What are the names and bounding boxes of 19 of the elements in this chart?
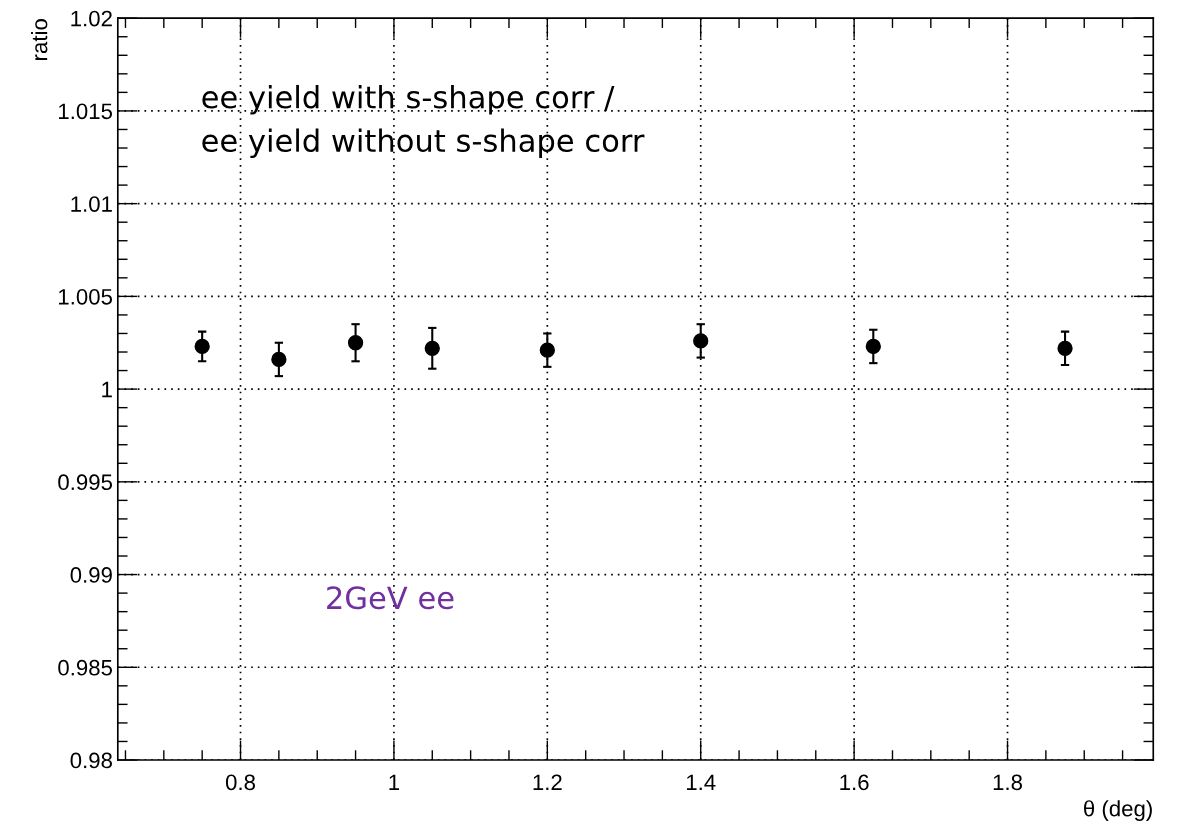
x-axis-title: θ (deg) [1084, 800, 1152, 821]
annotation: 2GeV ee [327, 586, 454, 610]
y-tick-label: 0.995 [58, 474, 113, 491]
y-tick-label: 0.98 [70, 752, 112, 769]
x-tick-label: 1.4 [686, 774, 716, 791]
x-tick-label: 1.8 [993, 774, 1023, 791]
y-tick-label: 1.015 [59, 103, 113, 120]
x-tick-label: 1.6 [840, 774, 869, 791]
x-tick-label: 1.2 [533, 774, 562, 791]
y-tick-label: 0.99 [70, 567, 112, 583]
y-tick-label: 1.01 [71, 196, 112, 212]
x-tick-label: 0.8 [225, 774, 255, 791]
annotation: ee yield with s-shape corr / ee yield without s-shape corr [202, 84, 645, 159]
y-tick-label: 1.005 [59, 288, 113, 305]
y-tick-label: 1 [102, 381, 112, 398]
y-tick-label: 1.02 [71, 10, 112, 27]
y-axis-title: ratio [31, 19, 48, 60]
x-tick-label: 1 [389, 774, 400, 791]
y-tick-label: 0.985 [58, 659, 113, 676]
